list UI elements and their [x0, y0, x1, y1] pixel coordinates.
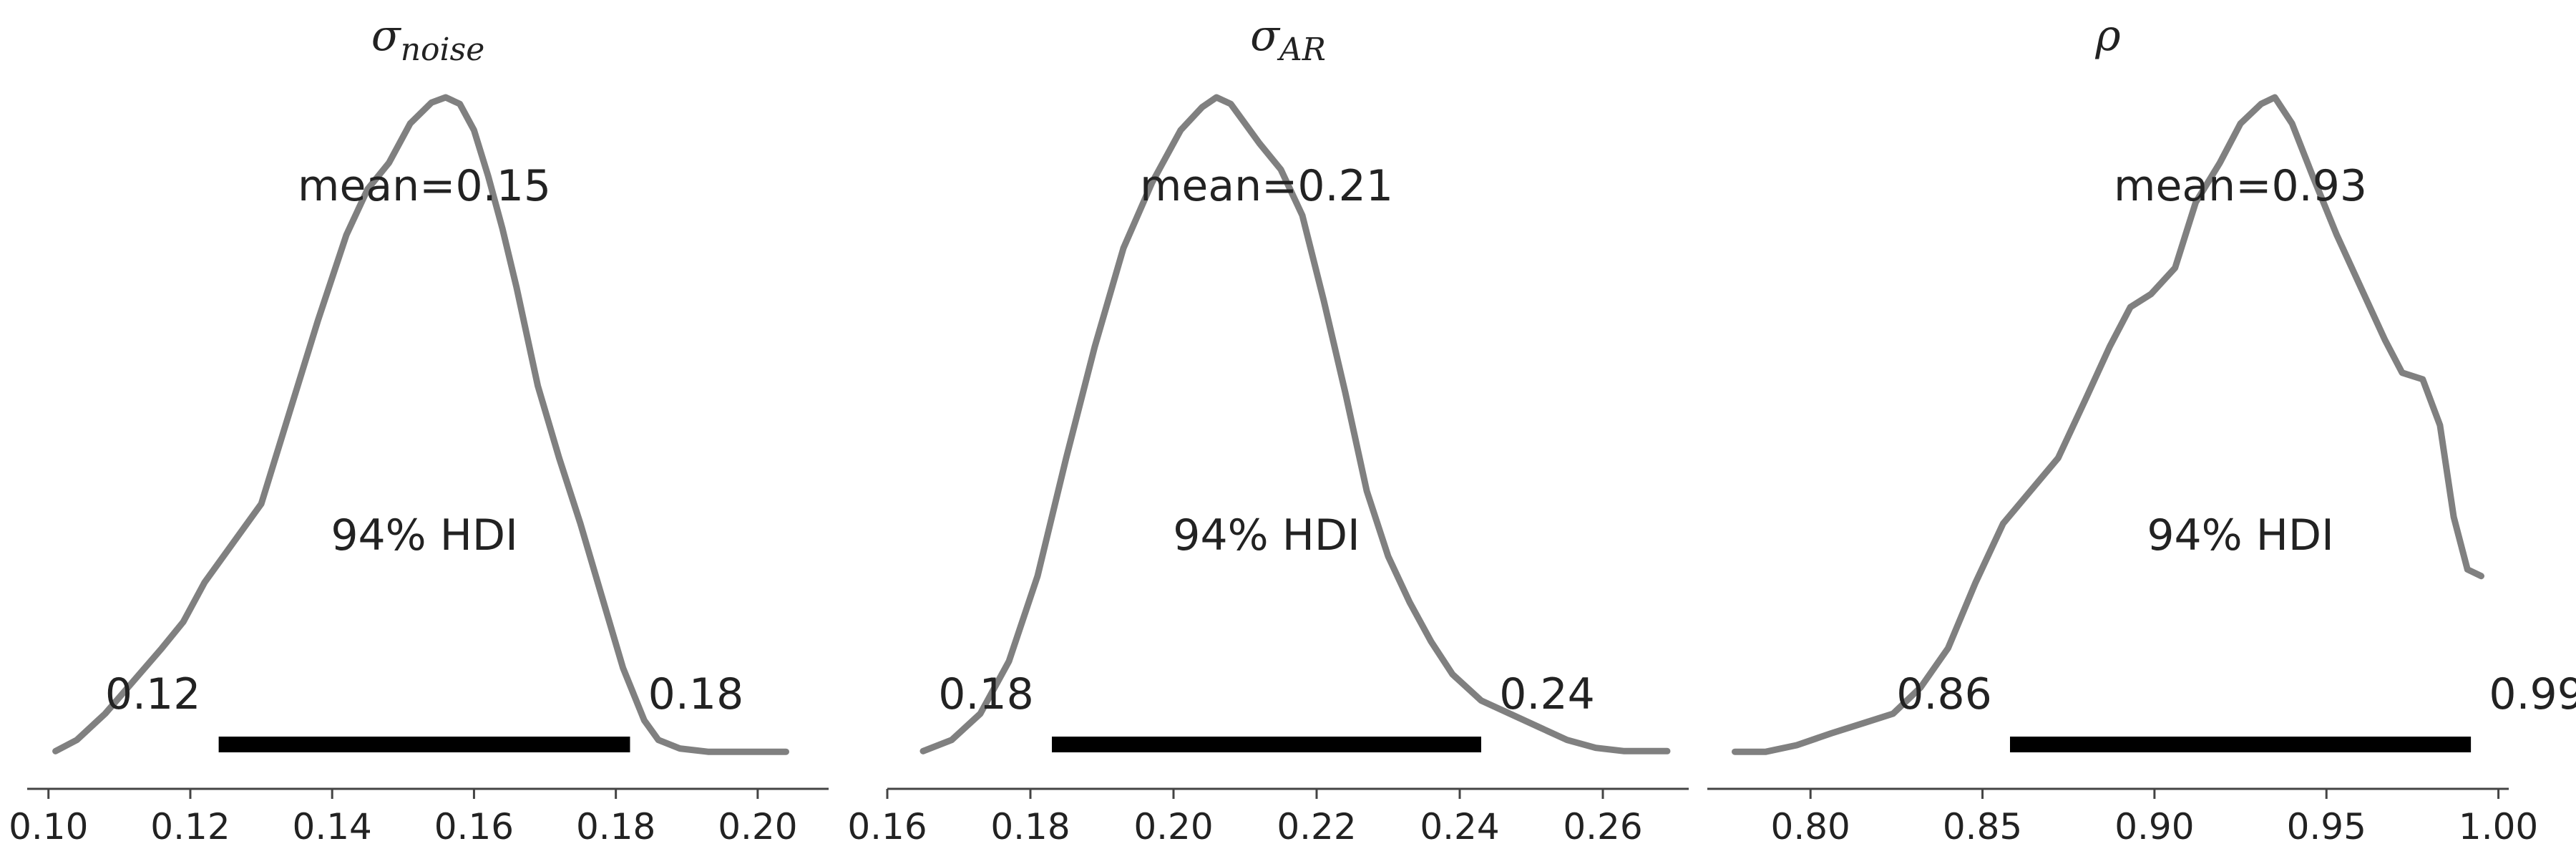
- panel-title: σAR: [1250, 11, 1326, 68]
- x-tick-label: 0.18: [990, 806, 1070, 848]
- x-tick-label: 0.16: [434, 806, 514, 848]
- density-curve: [52, 94, 789, 755]
- posterior-panel-rho: 0.86 0.99 94% HDI mean=0.93 ρ 0.80 0.85 0.90 0.9…: [1707, 11, 2576, 848]
- hdi-low-label: 0.18: [938, 669, 1034, 719]
- panel-title: ρ: [2094, 11, 2120, 61]
- panel-title-symbol: σ: [1250, 11, 1281, 61]
- hdi-label: 94% HDI: [2147, 510, 2333, 560]
- mean-label: mean=0.93: [2114, 161, 2367, 211]
- x-tick-label: 0.20: [718, 806, 797, 848]
- x-tick-label: 0.22: [1277, 806, 1356, 848]
- density-curve: [1732, 94, 2484, 755]
- hdi-high-label: 0.18: [648, 669, 744, 719]
- x-tick-label: 0.95: [2287, 806, 2366, 848]
- mean-label: mean=0.15: [298, 161, 551, 211]
- panel-title-subscript: AR: [1277, 31, 1326, 68]
- x-tick-label: 0.80: [1771, 806, 1850, 848]
- density-curve: [919, 94, 1671, 754]
- hdi-label: 94% HDI: [331, 510, 517, 560]
- posterior-panel-sigma-ar: 0.18 0.24 94% HDI mean=0.21 σAR 0.16 0.18 0.20 0…: [847, 11, 1689, 848]
- hdi-low-label: 0.86: [1896, 669, 1992, 719]
- x-tick-label: 0.26: [1563, 806, 1642, 848]
- x-tick-label: 0.16: [847, 806, 927, 848]
- panel-title: σnoise: [371, 11, 485, 68]
- panel-title-symbol: ρ: [2094, 11, 2120, 61]
- x-tick-label: 0.18: [576, 806, 655, 848]
- panel-title-symbol: σ: [371, 11, 402, 61]
- hdi-low-label: 0.12: [105, 669, 201, 719]
- mean-label: mean=0.21: [1140, 161, 1393, 211]
- x-tick-label: 0.20: [1133, 806, 1213, 848]
- hdi-high-label: 0.99: [2489, 669, 2576, 719]
- x-tick-label: 0.24: [1420, 806, 1499, 848]
- x-tick-label: 0.14: [293, 806, 372, 848]
- hdi-label: 94% HDI: [1173, 510, 1360, 560]
- posterior-panel-sigma-noise: 0.12 0.18 94% HDI mean=0.15 σnoise 0.10 0.12 0.…: [9, 11, 829, 848]
- x-tick-label: 0.12: [150, 806, 230, 848]
- panel-title-subscript: noise: [401, 31, 485, 68]
- hdi-high-label: 0.24: [1499, 669, 1595, 719]
- x-tick-label: 0.90: [2114, 806, 2194, 848]
- x-tick-label: 1.00: [2459, 806, 2538, 848]
- x-tick-label: 0.10: [9, 806, 88, 848]
- x-tick-label: 0.85: [1943, 806, 2022, 848]
